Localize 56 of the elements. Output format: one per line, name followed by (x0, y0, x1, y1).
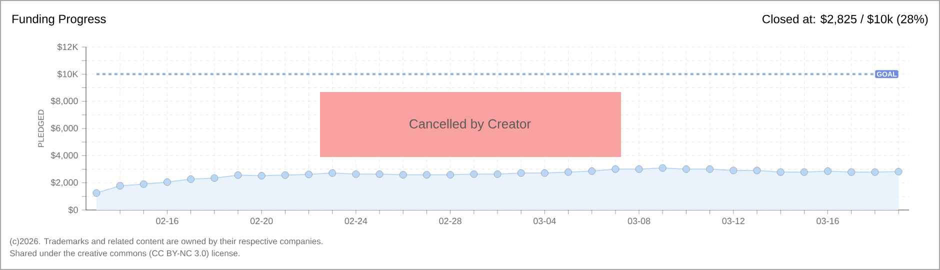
text: Shared under the creative commons (CC BY-NC 3.0) license. (10, 250, 240, 258)
x-tick-label: 02-20 (250, 218, 273, 224)
point (234, 171, 242, 179)
point (612, 165, 620, 173)
annotation: Cancelled by Creator (410, 118, 531, 132)
x-tick-label: 03-04 (534, 218, 556, 224)
point (305, 170, 312, 178)
point (140, 180, 148, 188)
point (658, 164, 666, 172)
y-axis-title: PLEDGED (38, 110, 44, 147)
y-tick-label: $0 (68, 206, 78, 214)
point (328, 169, 336, 177)
x-tick-label: 03-08 (628, 218, 650, 224)
point (92, 189, 100, 197)
point (564, 168, 572, 176)
point (116, 182, 124, 190)
y-tick-label: $10K (57, 70, 78, 78)
point (635, 165, 643, 173)
y-tick-label: $12K (57, 43, 78, 51)
point (258, 172, 266, 180)
point (376, 170, 384, 178)
point (517, 169, 525, 177)
point (164, 178, 171, 186)
point (706, 165, 714, 173)
point (470, 170, 478, 178)
text: (c)2026. Trademarks and related content are owned by their respective companies. (10, 238, 322, 246)
point (753, 166, 761, 174)
point (588, 167, 596, 175)
point (399, 171, 407, 179)
x-tick-label: 02-16 (156, 218, 178, 224)
point (848, 168, 856, 176)
x-tick-label: 03-16 (816, 218, 839, 224)
point (871, 168, 879, 176)
point (730, 166, 738, 174)
x-tick-label: 02-24 (344, 218, 368, 224)
y-tick-label: $6,000 (50, 124, 78, 132)
point (494, 170, 502, 178)
y-tick-label: $4,000 (50, 152, 78, 160)
point (894, 168, 902, 176)
point (187, 175, 195, 183)
point (800, 168, 808, 176)
point (210, 174, 218, 182)
y-tick-label: $8,000 (50, 97, 78, 106)
point (352, 170, 360, 178)
point (281, 171, 289, 179)
point (540, 169, 548, 177)
point (824, 167, 832, 175)
point (446, 171, 454, 179)
y-tick-label: $2,000 (50, 178, 78, 187)
point (423, 171, 430, 179)
x-tick-label: 03-12 (722, 218, 744, 224)
x-tick-label: 02-28 (439, 218, 462, 224)
chart-title: Funding Progress (12, 14, 106, 26)
point (682, 165, 690, 173)
chart-subtitle: Closed at: $2,825 / $10k (28%) (762, 14, 928, 26)
point (776, 168, 784, 176)
